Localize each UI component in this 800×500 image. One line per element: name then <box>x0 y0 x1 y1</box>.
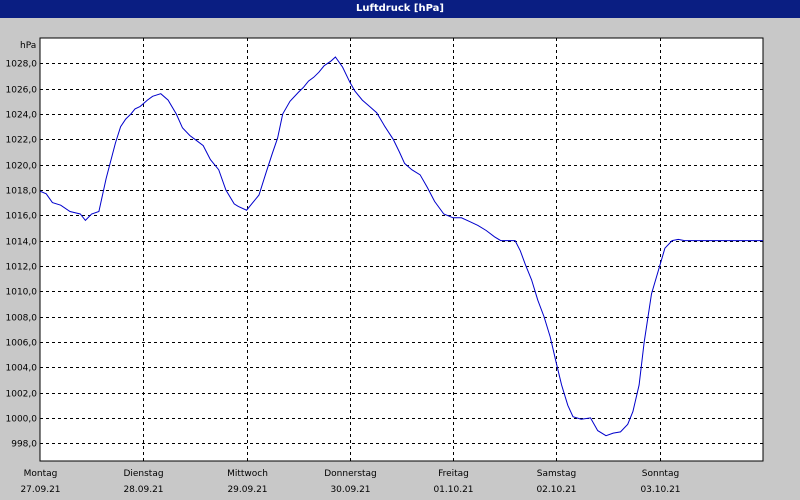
x-tick-date-label: 02.10.21 <box>536 485 576 495</box>
x-tick-day-label: Donnerstag <box>324 469 377 479</box>
chart-title: Luftdruck [hPa] <box>0 0 800 18</box>
y-tick-label: 1002,0 <box>6 390 38 400</box>
y-tick-label: 1012,0 <box>6 263 38 273</box>
x-tick-date-label: 01.10.21 <box>433 485 473 495</box>
grid-layer <box>40 38 763 461</box>
x-tick-date-label: 29.09.21 <box>227 485 267 495</box>
x-tick-date-label: 03.10.21 <box>640 485 680 495</box>
x-tick-day-label: Freitag <box>438 469 469 479</box>
y-tick-label: 1028,0 <box>6 60 38 70</box>
series-line-luftdruck <box>39 56 763 437</box>
x-tick-date-label: 28.09.21 <box>123 485 163 495</box>
y-tick-label: 1020,0 <box>6 162 38 172</box>
y-tick-label: 1008,0 <box>6 314 38 324</box>
y-tick-label: 1024,0 <box>6 111 38 121</box>
y-tick-label: 1022,0 <box>6 136 38 146</box>
x-tick-labels: Montag 27.09.21 Dienstag 28.09.21 Mittwoch 29… <box>20 469 680 495</box>
x-tick-day-label: Samstag <box>537 469 576 479</box>
x-tick-day-label: Montag <box>24 469 58 479</box>
y-tick-label: 1016,0 <box>6 212 38 222</box>
x-tick-date-label: 27.09.21 <box>20 485 60 495</box>
y-tick-label: 1018,0 <box>6 187 38 197</box>
x-tick-date-label: 30.09.21 <box>330 485 370 495</box>
y-axis-unit-label: hPa <box>20 41 36 51</box>
y-tick-label: 1000,0 <box>6 415 38 425</box>
y-tick-label: 1014,0 <box>6 238 38 248</box>
y-tick-label: 1004,0 <box>6 364 38 374</box>
x-tick-day-label: Sonntag <box>642 469 679 479</box>
x-tick-day-label: Dienstag <box>123 469 163 479</box>
y-tick-label: 1026,0 <box>6 86 38 96</box>
x-tick-day-label: Mittwoch <box>227 469 268 479</box>
y-tick-label: 1006,0 <box>6 339 38 349</box>
y-tick-labels: 998,0 1000,0 1002,0 1004,0 1006,0 1008,0 1010,… <box>6 60 38 450</box>
y-tick-label: 998,0 <box>11 440 37 450</box>
plot-area <box>39 37 764 462</box>
y-tick-label: 1010,0 <box>6 288 38 298</box>
